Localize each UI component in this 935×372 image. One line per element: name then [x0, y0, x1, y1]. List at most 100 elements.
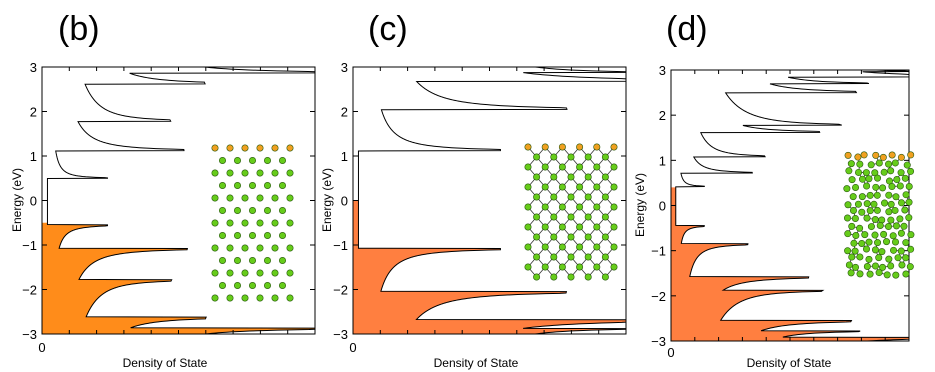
- y-tick-label: 2: [30, 105, 37, 120]
- atom: [878, 248, 886, 256]
- atom: [584, 253, 592, 261]
- atom: [847, 269, 855, 277]
- atom: [567, 253, 575, 261]
- atom: [211, 194, 219, 202]
- atom: [263, 281, 271, 289]
- y-tick-label: 1: [341, 149, 348, 164]
- atom: [567, 273, 575, 281]
- atom: [234, 207, 242, 215]
- atom: [610, 243, 618, 251]
- atom: [576, 243, 584, 251]
- atom: [278, 157, 286, 165]
- atom: [541, 183, 549, 191]
- atom: [263, 157, 271, 165]
- atom: [876, 221, 884, 229]
- atom: [843, 185, 851, 193]
- atom: [286, 269, 294, 277]
- atom: [885, 160, 893, 168]
- atom: [567, 233, 575, 241]
- atom: [875, 269, 883, 277]
- x-axis-title: Density of State: [747, 356, 832, 370]
- atom: [892, 193, 900, 201]
- atom: [211, 219, 219, 227]
- atom: [887, 200, 895, 208]
- atom: [871, 231, 879, 239]
- atom: [271, 219, 279, 227]
- atom: [863, 182, 871, 190]
- atom: [887, 262, 895, 270]
- atom: [601, 253, 609, 261]
- x-axis-title: Density of State: [123, 356, 208, 370]
- atom: [576, 223, 584, 231]
- atom: [234, 256, 242, 264]
- atom: [863, 214, 871, 222]
- atom: [883, 238, 891, 246]
- occupied-states-fill: [671, 187, 909, 341]
- atom: [847, 160, 855, 168]
- atom: [898, 199, 906, 207]
- atom: [584, 193, 592, 201]
- atom: [584, 173, 592, 181]
- atom: [845, 167, 853, 175]
- atom: [271, 269, 279, 277]
- atom: [907, 167, 915, 175]
- atom: [256, 294, 264, 302]
- atom: [851, 214, 859, 222]
- atom: [851, 247, 859, 255]
- atom: [584, 153, 592, 161]
- atom: [843, 214, 851, 222]
- y-tick-label: 0: [659, 199, 666, 214]
- atom: [249, 281, 257, 289]
- atom: [249, 207, 257, 215]
- atom: [872, 151, 880, 159]
- atom: [854, 200, 862, 208]
- y-tick-label: −2: [651, 289, 666, 304]
- atom: [866, 191, 874, 199]
- atom: [219, 207, 227, 215]
- atom: [226, 294, 234, 302]
- atom: [593, 243, 601, 251]
- y-tick-label: 1: [659, 153, 666, 168]
- y-tick-label: −1: [333, 238, 348, 253]
- atom: [849, 193, 857, 201]
- atom: [887, 216, 895, 224]
- panel-label: (b): [58, 10, 100, 48]
- atom: [286, 219, 294, 227]
- atom: [855, 168, 863, 176]
- atom: [897, 169, 905, 177]
- atom: [907, 245, 915, 253]
- x-axis-title: Density of State: [434, 356, 519, 370]
- atom: [867, 223, 875, 231]
- atom: [867, 161, 875, 169]
- y-tick-label: −3: [651, 334, 666, 349]
- atom: [907, 231, 915, 239]
- atom: [879, 153, 887, 161]
- atom: [558, 203, 566, 211]
- atom: [866, 207, 874, 215]
- nanotube-structure-inset: [843, 151, 915, 279]
- atom: [856, 270, 864, 278]
- atom: [852, 263, 860, 271]
- y-tick-label: 2: [659, 108, 666, 123]
- atom: [211, 244, 219, 252]
- atom: [903, 161, 911, 169]
- atom: [249, 232, 257, 240]
- atom: [879, 263, 887, 271]
- atom: [854, 153, 862, 161]
- atom: [271, 169, 279, 177]
- y-tick-label: −3: [333, 327, 348, 342]
- atom: [870, 200, 878, 208]
- occupied-states-fill: [42, 222, 315, 334]
- atom: [211, 294, 219, 302]
- atom: [902, 191, 910, 199]
- atom: [278, 232, 286, 240]
- atom: [567, 213, 575, 221]
- atom: [541, 263, 549, 271]
- atom: [533, 173, 541, 181]
- atom: [844, 151, 852, 159]
- atom: [879, 184, 887, 192]
- atom: [890, 246, 898, 254]
- atom: [880, 168, 888, 176]
- atom: [263, 232, 271, 240]
- atom: [862, 245, 870, 253]
